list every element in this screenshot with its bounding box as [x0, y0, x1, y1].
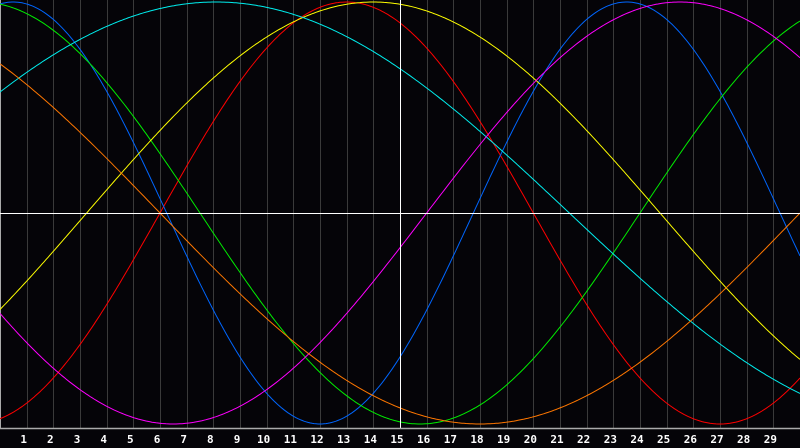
- x-tick-label: 24: [630, 433, 644, 446]
- x-tick-label: 27: [710, 433, 723, 446]
- x-tick-label: 2: [47, 433, 54, 446]
- x-tick-label: 20: [524, 433, 537, 446]
- x-tick-label: 22: [577, 433, 590, 446]
- x-tick-label: 4: [100, 433, 107, 446]
- x-tick-label: 7: [180, 433, 187, 446]
- x-tick-label: 28: [737, 433, 750, 446]
- x-tick-label: 23: [604, 433, 617, 446]
- x-tick-label: 8: [207, 433, 214, 446]
- x-tick-label: 21: [550, 433, 564, 446]
- x-tick-label: 13: [337, 433, 350, 446]
- x-tick-label: 18: [470, 433, 483, 446]
- x-tick-label: 25: [657, 433, 670, 446]
- x-tick-label: 11: [284, 433, 298, 446]
- x-tick-label: 26: [684, 433, 698, 446]
- x-tick-label: 9: [234, 433, 241, 446]
- x-tick-label: 19: [497, 433, 510, 446]
- x-tick-label: 16: [417, 433, 431, 446]
- x-tick-label: 3: [74, 433, 81, 446]
- x-tick-label: 12: [310, 433, 323, 446]
- x-tick-label: 5: [127, 433, 134, 446]
- x-axis-ticks: 1 2 3 4 5 6 7 8 9 10 11 12 13 14 15 16 17 18 19 20 21 22 23 24 2…: [20, 433, 777, 446]
- x-tick-label: 6: [154, 433, 161, 446]
- x-tick-label: 17: [444, 433, 457, 446]
- x-tick-label: 15: [390, 433, 403, 446]
- x-tick-label: 10: [257, 433, 270, 446]
- x-tick-label: 29: [764, 433, 777, 446]
- x-tick-label: 1: [20, 433, 27, 446]
- x-tick-label: 14: [364, 433, 378, 446]
